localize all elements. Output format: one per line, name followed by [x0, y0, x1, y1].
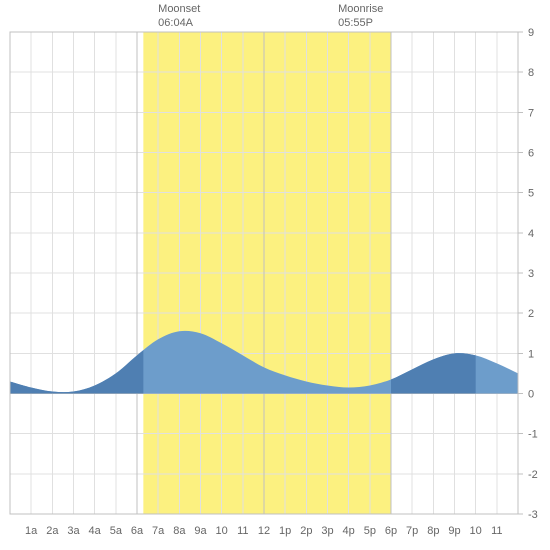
x-tick-label: 3a: [67, 525, 80, 537]
x-tick-label: 5a: [110, 525, 123, 537]
x-tick-label: 7a: [152, 525, 165, 537]
tide-chart: -3-2-101234567891a2a3a4a5a6a7a8a9a101112…: [0, 0, 550, 550]
y-tick-label: -2: [528, 469, 538, 481]
y-tick-label: 4: [528, 228, 534, 240]
x-tick-label: 8p: [427, 525, 439, 537]
y-tick-label: 8: [528, 67, 534, 79]
moonrise-title: Moonrise: [338, 3, 383, 15]
x-tick-label: 10: [470, 525, 482, 537]
y-tick-label: -1: [528, 429, 538, 441]
y-tick-label: 1: [528, 348, 534, 360]
x-tick-label: 7p: [406, 525, 418, 537]
x-tick-label: 9p: [448, 525, 460, 537]
x-tick-label: 12: [258, 525, 270, 537]
x-tick-label: 1a: [25, 525, 38, 537]
moonset-title: Moonset: [158, 3, 200, 15]
x-tick-label: 5p: [364, 525, 376, 537]
x-tick-label: 2p: [300, 525, 312, 537]
x-tick-label: 3p: [321, 525, 333, 537]
x-tick-label: 10: [216, 525, 228, 537]
tide-chart-svg: -3-2-101234567891a2a3a4a5a6a7a8a9a101112…: [0, 0, 550, 550]
x-tick-label: 4p: [343, 525, 355, 537]
x-tick-label: 1p: [279, 525, 291, 537]
y-tick-label: 2: [528, 308, 534, 320]
x-tick-label: 9a: [194, 525, 207, 537]
y-tick-label: 7: [528, 107, 534, 119]
y-tick-label: -3: [528, 509, 538, 521]
y-tick-label: 6: [528, 148, 534, 160]
x-tick-label: 11: [237, 525, 248, 537]
y-tick-label: 0: [528, 389, 534, 401]
y-tick-label: 3: [528, 268, 534, 280]
x-tick-label: 6p: [385, 525, 397, 537]
x-tick-label: 2a: [46, 525, 59, 537]
y-tick-label: 9: [528, 27, 534, 39]
moonset-time: 06:04A: [158, 17, 194, 29]
y-tick-label: 5: [528, 188, 534, 200]
x-tick-label: 6a: [131, 525, 144, 537]
x-tick-label: 11: [491, 525, 502, 537]
moonrise-time: 05:55P: [338, 17, 373, 29]
x-tick-label: 4a: [89, 525, 102, 537]
x-tick-label: 8a: [173, 525, 186, 537]
